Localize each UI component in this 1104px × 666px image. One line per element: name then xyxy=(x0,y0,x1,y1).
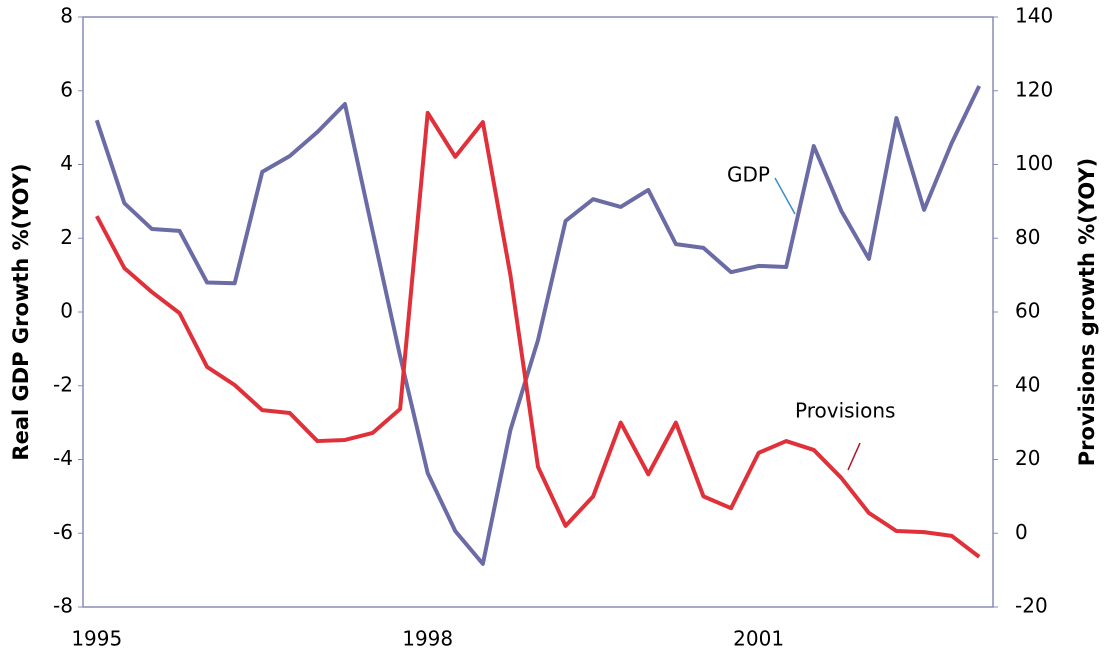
y2-tick-label: 80 xyxy=(1015,225,1040,249)
y2-tick-label: 40 xyxy=(1015,372,1040,396)
series-line xyxy=(94,85,982,566)
y-tick-label: 4 xyxy=(60,151,73,175)
y2-tick-label: 20 xyxy=(1015,446,1040,470)
series-label: GDP xyxy=(727,163,770,187)
y-tick-label: -2 xyxy=(53,372,73,396)
gdp-leader xyxy=(774,177,796,215)
y-tick-label: 0 xyxy=(60,299,73,323)
y-tick-label: -8 xyxy=(53,594,73,618)
y-tick-label: -6 xyxy=(53,520,73,544)
y2-tick-label: 120 xyxy=(1015,77,1053,101)
x-tick-label: 1998 xyxy=(402,627,453,651)
x-tick-label: 2001 xyxy=(733,627,784,651)
provisions-leader xyxy=(847,442,861,471)
y-tick-label: 6 xyxy=(60,77,73,101)
series-line xyxy=(95,110,981,559)
y2-tick-label: -20 xyxy=(1015,594,1048,618)
y-tick-label: 2 xyxy=(60,225,73,249)
y2-axis-title: Provisions growth %(YOY) xyxy=(1075,158,1099,466)
y-tick-label: -4 xyxy=(53,446,73,470)
y2-tick-label: 0 xyxy=(1015,520,1028,544)
y2-tick-label: 60 xyxy=(1015,299,1040,323)
plot-border xyxy=(82,16,994,608)
x-tick-label: 1995 xyxy=(71,627,122,651)
y-axis-title: Real GDP Growth %(YOY) xyxy=(9,163,33,460)
series-label: Provisions xyxy=(795,399,895,423)
y-tick-label: 8 xyxy=(60,4,73,28)
y2-tick-label: 100 xyxy=(1015,151,1053,175)
y2-tick-label: 140 xyxy=(1015,4,1053,28)
